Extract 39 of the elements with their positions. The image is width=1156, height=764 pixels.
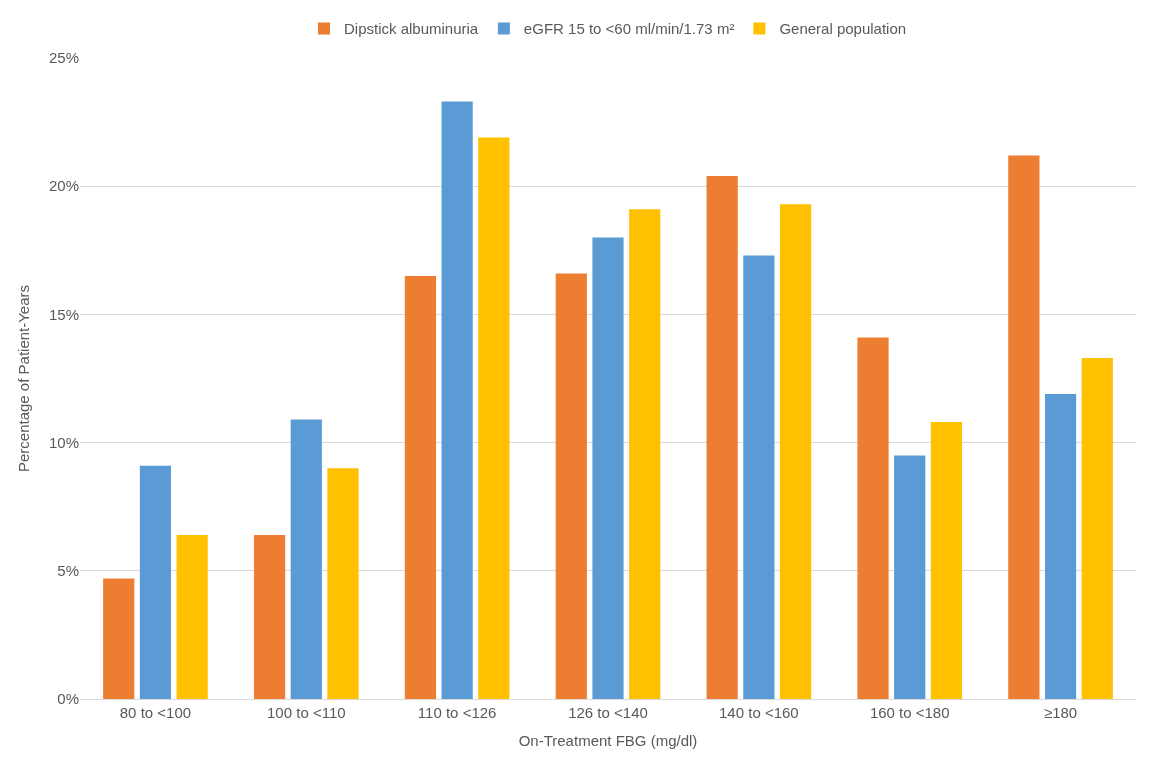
bar	[779, 204, 812, 699]
bar	[592, 237, 624, 699]
x-axis-title: On-Treatment FBG (mg/dl)	[518, 732, 698, 749]
bar	[930, 422, 963, 699]
bar	[103, 578, 135, 699]
bar	[478, 137, 510, 699]
legend-label: General population	[779, 20, 907, 38]
bar	[629, 209, 661, 699]
x-tick-label: 110 to <126	[417, 704, 497, 721]
bar	[253, 534, 286, 699]
bar	[1008, 155, 1040, 699]
x-tick-label: ≥180	[1043, 704, 1078, 721]
bar	[1044, 393, 1077, 699]
bar	[857, 337, 889, 699]
bar	[327, 468, 359, 699]
legend-label: Dipstick albuminuria	[344, 20, 479, 38]
y-tick-label: 0%	[57, 690, 79, 708]
bar	[555, 273, 587, 699]
x-tick-label: 126 to <140	[568, 704, 648, 721]
y-tick-label: 5%	[57, 562, 79, 580]
bar	[290, 419, 322, 699]
x-tick-label: 80 to <100	[119, 704, 192, 721]
bar	[1081, 357, 1113, 699]
bar	[139, 465, 172, 699]
y-axis-title: Percentage of Patient-Years	[15, 284, 33, 473]
y-tick-label: 20%	[48, 177, 79, 195]
x-tick-label: 100 to <110	[267, 704, 346, 721]
x-tick-label: 160 to <180	[869, 704, 950, 721]
y-tick-label: 15%	[48, 305, 79, 323]
y-tick-label: 25%	[48, 49, 79, 67]
bar	[894, 455, 926, 699]
bar	[743, 255, 775, 699]
bar	[176, 534, 208, 699]
y-tick-label: 10%	[48, 433, 79, 451]
bar	[706, 175, 738, 699]
bar	[404, 275, 437, 699]
x-tick-label: 140 to <160	[719, 704, 799, 721]
legend-label: eGFR 15 to <60 ml/min/1.73 m²	[523, 20, 735, 38]
bar	[441, 101, 473, 699]
